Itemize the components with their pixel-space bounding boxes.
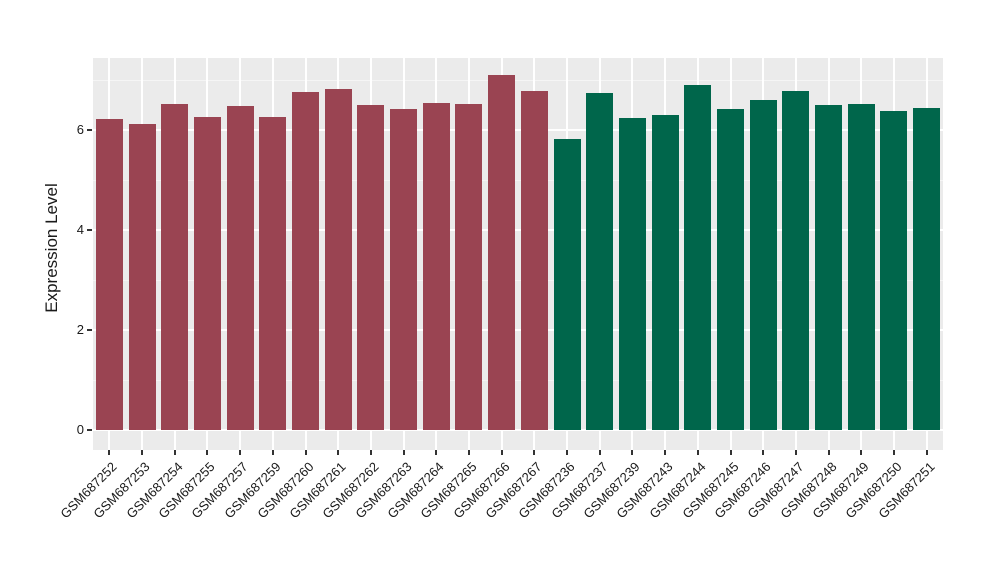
x-tick-mark <box>827 450 830 455</box>
x-tick-mark <box>892 450 895 455</box>
bar-GSM687257 <box>226 105 254 430</box>
x-tick-mark <box>664 450 667 455</box>
x-tick-mark <box>631 450 634 455</box>
minor-gridline <box>93 79 943 81</box>
bar-GSM687267 <box>520 90 548 430</box>
minor-gridline <box>93 179 943 181</box>
x-tick-mark <box>239 450 242 455</box>
x-tick-mark <box>729 450 732 455</box>
bar-GSM687239 <box>618 117 646 430</box>
bar-GSM687237 <box>586 93 614 430</box>
bar-GSM687244 <box>684 85 712 430</box>
x-tick-mark <box>794 450 797 455</box>
y-tick-mark <box>87 129 92 131</box>
bar-GSM687254 <box>161 103 189 430</box>
x-tick-mark <box>696 450 699 455</box>
bar-GSM687263 <box>390 108 418 430</box>
x-tick-mark <box>108 450 111 455</box>
x-tick-mark <box>304 450 307 455</box>
major-gridline <box>93 129 943 131</box>
bar-GSM687249 <box>847 104 875 430</box>
x-tick-mark <box>141 450 144 455</box>
major-gridline <box>93 229 943 231</box>
x-tick-mark <box>860 450 863 455</box>
bar-GSM687243 <box>651 114 679 430</box>
x-tick-mark <box>337 450 340 455</box>
bar-GSM687260 <box>292 92 319 430</box>
bar-GSM687236 <box>553 139 581 430</box>
bar-GSM687255 <box>193 117 221 430</box>
y-tick-mark <box>87 429 92 431</box>
minor-gridline <box>93 279 943 281</box>
y-axis-title: Expression Level <box>42 183 61 313</box>
bar-GSM687252 <box>95 119 123 430</box>
y-tick-label: 6 <box>76 122 84 137</box>
x-tick-mark <box>598 450 601 455</box>
x-tick-mark <box>566 450 569 455</box>
bar-GSM687250 <box>880 111 908 430</box>
minor-gridline <box>93 379 943 381</box>
x-tick-mark <box>435 450 438 455</box>
bar-GSM687266 <box>488 75 516 430</box>
y-tick-mark <box>87 229 92 231</box>
bar-GSM687264 <box>422 103 450 430</box>
major-gridline <box>93 329 943 331</box>
bar-GSM687251 <box>913 107 941 430</box>
y-tick-label: 2 <box>76 322 84 337</box>
x-tick-mark <box>500 450 503 455</box>
bar-GSM687261 <box>324 88 352 430</box>
bar-GSM687265 <box>455 104 483 430</box>
y-tick-mark <box>87 329 92 331</box>
x-tick-mark <box>925 450 928 455</box>
bar-GSM687262 <box>357 105 385 430</box>
bar-GSM687247 <box>782 91 810 430</box>
bar-GSM687253 <box>128 123 156 430</box>
bar-GSM687245 <box>717 109 744 430</box>
x-tick-mark <box>369 450 372 455</box>
bar-GSM687246 <box>749 99 777 430</box>
x-tick-mark <box>533 450 536 455</box>
x-tick-mark <box>762 450 765 455</box>
x-tick-mark <box>271 450 274 455</box>
bar-GSM687248 <box>815 105 843 430</box>
y-tick-label: 4 <box>76 222 84 237</box>
x-tick-mark <box>206 450 209 455</box>
bar-GSM687259 <box>259 117 287 430</box>
x-tick-mark <box>402 450 405 455</box>
x-tick-mark <box>173 450 176 455</box>
major-gridline <box>93 429 943 431</box>
y-tick-label: 0 <box>76 422 84 437</box>
x-tick-mark <box>467 450 470 455</box>
plot-panel <box>93 58 943 450</box>
